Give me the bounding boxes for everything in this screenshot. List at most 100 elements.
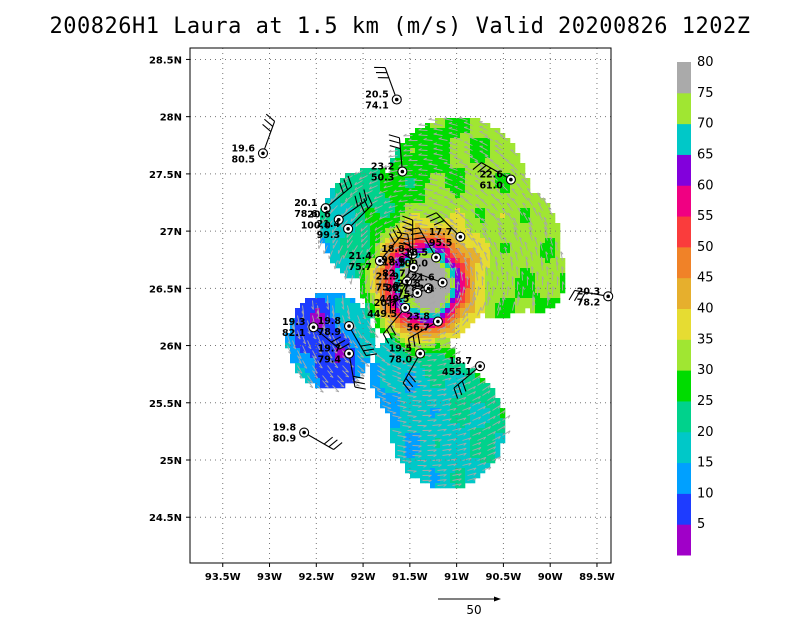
- station-temperature: 18.7: [449, 356, 472, 367]
- colorbar-segment: [677, 92, 691, 125]
- station-humidity: 82.1: [411, 284, 434, 295]
- longitude-tick-label: 92.5W: [298, 572, 334, 583]
- colorbar-segment: [677, 185, 691, 217]
- station-marker: 23.250.3: [371, 134, 408, 184]
- colorbar-label: 80: [697, 55, 714, 70]
- wind-barb: [313, 326, 340, 350]
- colorbar-segment: [677, 216, 691, 248]
- reference-arrowhead: [494, 596, 501, 602]
- wind-barb: [406, 247, 414, 282]
- longitude-tick-label: 91W: [444, 572, 469, 583]
- station-humidity: 80.5: [232, 154, 255, 165]
- station-temperature: 21.8: [397, 278, 421, 289]
- longitude-tick-label: 90W: [538, 572, 563, 583]
- station-humidity: 82.1: [282, 328, 305, 339]
- station-temperature: 22.6: [479, 170, 503, 181]
- colorbar-label: 25: [697, 394, 714, 409]
- wind-barb: [398, 137, 403, 172]
- wind-barb: [453, 365, 481, 389]
- station-humidity: 74.1: [365, 101, 388, 112]
- latitude-tick-label: 28.5N: [149, 55, 182, 66]
- latitude-tick-label: 25.5N: [149, 399, 182, 410]
- station-temperature: 20.3: [577, 286, 600, 297]
- station-marker: 20.378.2: [568, 286, 614, 308]
- wind-barb: [379, 234, 403, 262]
- colorbar-segment: [677, 370, 691, 402]
- station-marker: 21.499.3: [317, 194, 373, 241]
- colorbar-label: 20: [697, 425, 714, 440]
- colorbar-segment: [677, 493, 691, 525]
- latitude-tick-label: 26N: [160, 342, 182, 353]
- colorbar-label: 55: [697, 209, 714, 224]
- station-marker: 19.680.5: [232, 113, 276, 165]
- station-marker: 19.779.4: [318, 344, 366, 390]
- wind-barb: [574, 289, 609, 297]
- wind-barb: [325, 185, 353, 209]
- station-temperature: 20.6: [307, 210, 331, 221]
- colorbar-label: 40: [697, 302, 714, 317]
- station-humidity: 449.5: [367, 309, 397, 320]
- wind-barb: [382, 307, 406, 335]
- station-temperature: 21.6: [411, 273, 435, 284]
- colorbar-segment: [677, 339, 691, 371]
- colorbar-label: 10: [697, 486, 714, 501]
- station-humidity: 78.0: [389, 355, 413, 366]
- station-marker: 19.880.9: [273, 423, 343, 451]
- station-humidity: 99.6: [381, 255, 405, 266]
- colorbar-segment: [677, 400, 691, 433]
- station-temperature: 19.3: [282, 317, 305, 328]
- latitude-tick-label: 25N: [160, 456, 182, 467]
- station-humidity: 449.5: [379, 294, 409, 305]
- colorbar-label: 60: [697, 178, 714, 193]
- latitude-tick-label: 27N: [160, 227, 182, 238]
- longitude-tick-label: 93.5W: [205, 572, 241, 583]
- wind-barb: [348, 353, 356, 388]
- station-marker: 21.875.6: [388, 278, 434, 300]
- station-temperature: 20.1: [294, 198, 317, 209]
- station-humidity: 82.7: [382, 269, 405, 280]
- flight-level-stations: 19.680.5 20.574.1 23.250.3 22.661.0 20.178.6…: [232, 66, 614, 451]
- wind-barb: [262, 121, 276, 154]
- colorbar-segment: [677, 277, 691, 309]
- map-title: 200826H1 Laura at 1.5 km (m/s) Valid 202…: [49, 14, 751, 39]
- colorbar-label: 35: [697, 332, 714, 347]
- station-temperature: 21.4: [348, 251, 372, 262]
- colorbar: 5 10 15 20 25 30 35 40 45 50 55 60 65 70 75 80: [677, 55, 714, 556]
- wind-barb: [407, 234, 415, 268]
- station-marker: 19.578.0: [389, 344, 426, 392]
- station-temperature: 18.8: [381, 244, 405, 255]
- station-marker: 22.661.0: [472, 162, 516, 192]
- station-temperature: 23.2: [371, 162, 394, 173]
- station-temperature: 20.7: [374, 298, 397, 309]
- colorbar-segment: [677, 462, 691, 494]
- station-humidity: 95.5: [429, 238, 452, 249]
- station-humidity: 79.4: [318, 355, 342, 366]
- latitude-tick-label: 28N: [160, 113, 182, 124]
- wind-barb: [303, 432, 334, 451]
- colorbar-segment: [677, 431, 691, 464]
- wind-barb: [418, 227, 437, 258]
- colorbar-segment: [677, 308, 691, 340]
- wind-barb: [481, 162, 512, 181]
- station-temperature: 19.7: [318, 344, 341, 355]
- longitude-axis: 93.5W 93W 92.5W 92W 91.5W 91W 90.5W 90W 89.5W: [205, 563, 615, 583]
- latitude-axis: 24.5N 25N 25.5N 26N 26.5N 27N 27.5N 28N 28.5N: [149, 55, 190, 524]
- station-marker: 19.878.9: [318, 316, 377, 357]
- station-humidity: 455.1: [442, 367, 472, 378]
- wind-barb: [394, 281, 429, 289]
- station-marker: 19.382.1: [282, 317, 350, 350]
- station-temperature: 19.6: [232, 143, 256, 154]
- station-humidity: 80.9: [273, 434, 296, 445]
- wind-barb: [384, 67, 398, 100]
- station-marker: 20.574.1: [365, 66, 402, 112]
- colorbar-segment: [677, 246, 691, 279]
- station-humidity: 75.6: [376, 282, 400, 293]
- latitude-tick-label: 24.5N: [149, 513, 182, 524]
- colorbar-label: 70: [697, 117, 714, 132]
- colorbar-segment: [677, 62, 691, 94]
- station-temperature: 23.8: [406, 312, 430, 323]
- station-temperature: 19.8: [273, 423, 297, 434]
- wind-barb: [338, 199, 367, 221]
